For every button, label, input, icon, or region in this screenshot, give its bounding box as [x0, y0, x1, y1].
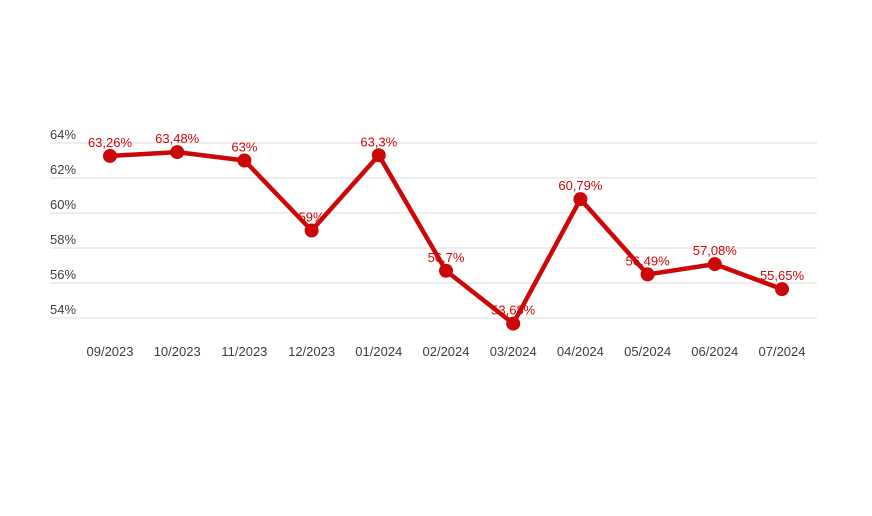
data-point-label: 63,3%: [360, 134, 397, 149]
data-point-label: 55,65%: [760, 268, 805, 283]
data-point[interactable]: [237, 153, 252, 168]
y-tick-label: 60%: [50, 197, 76, 212]
x-tick-label: 03/2024: [490, 344, 537, 359]
data-points-layer: [103, 145, 789, 331]
x-tick-label: 09/2023: [87, 344, 134, 359]
x-tick-label: 02/2024: [423, 344, 470, 359]
gridlines-layer: [50, 142, 817, 319]
data-point[interactable]: [439, 263, 453, 278]
data-point[interactable]: [775, 282, 789, 297]
data-point[interactable]: [103, 148, 117, 163]
data-point[interactable]: [170, 145, 185, 160]
data-labels-layer: 63,26% 63,48% 63% 59% 63,3% 56,7% 53,68% 60,79%…: [88, 131, 805, 318]
y-tick-label: 62%: [50, 162, 76, 177]
y-tick-label: 54%: [50, 302, 76, 317]
y-tick-label: 64%: [50, 127, 76, 142]
y-tick-label: 56%: [50, 267, 76, 282]
data-point-label: 56,7%: [428, 250, 465, 265]
data-point-label: 60,79%: [558, 178, 603, 193]
data-point[interactable]: [707, 257, 722, 272]
data-point[interactable]: [640, 267, 655, 282]
data-point[interactable]: [506, 316, 521, 331]
y-tick-label: 58%: [50, 232, 76, 247]
data-point-label: 63%: [231, 140, 257, 155]
x-tick-label: 10/2023: [154, 344, 201, 359]
data-point[interactable]: [371, 148, 386, 163]
x-tick-label: 05/2024: [624, 344, 671, 359]
x-axis-labels-layer: 09/2023 10/2023 11/2023 12/2023 01/2024 02/20…: [87, 344, 806, 359]
x-tick-label: 07/2024: [759, 344, 806, 359]
data-point-label: 63,48%: [155, 131, 200, 146]
data-point-label: 56,49%: [626, 253, 671, 268]
x-tick-label: 06/2024: [691, 344, 738, 359]
data-point-label: 63,26%: [88, 135, 133, 150]
data-point-label: 59%: [299, 210, 325, 225]
data-point-label: 53,68%: [491, 303, 536, 318]
data-point[interactable]: [573, 192, 588, 207]
x-tick-label: 04/2024: [557, 344, 604, 359]
data-point-label: 57,08%: [693, 243, 738, 258]
x-tick-label: 11/2023: [221, 344, 267, 359]
x-tick-label: 12/2023: [288, 344, 335, 359]
x-tick-label: 01/2024: [355, 344, 402, 359]
data-point[interactable]: [304, 223, 319, 238]
y-axis-labels-layer: 54% 56% 58% 60% 62% 64%: [50, 127, 76, 317]
